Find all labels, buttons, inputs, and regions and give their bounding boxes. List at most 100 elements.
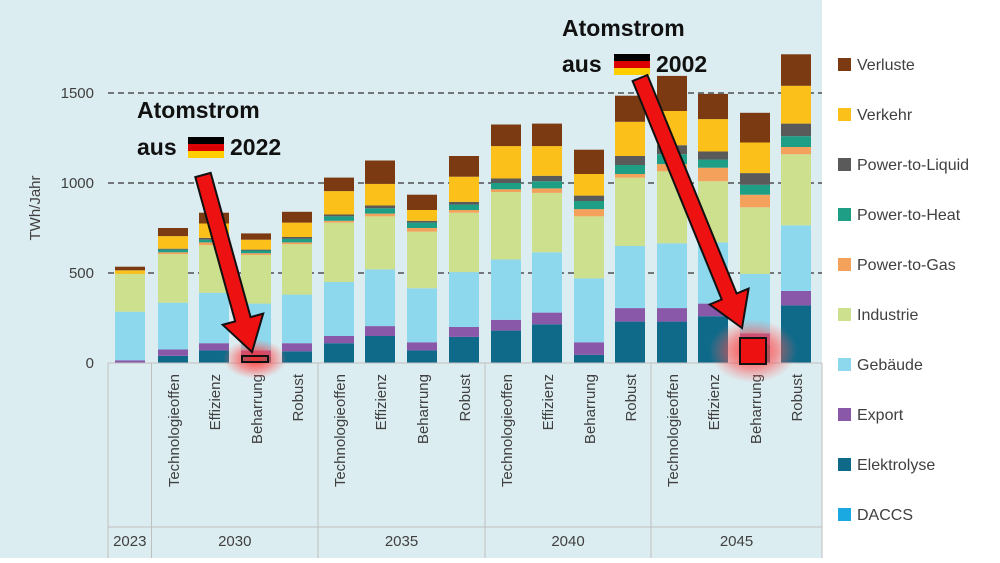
bar-2045-effizienz-verluste bbox=[698, 93, 728, 120]
bar-2035-beharrung-export bbox=[407, 342, 437, 351]
legend-swatch-verluste bbox=[838, 58, 851, 71]
annotation-2022-highlight-box bbox=[241, 355, 269, 363]
bar-2045-effizienz-verkehr bbox=[698, 119, 728, 152]
legend-label-geb-ude: Gebäude bbox=[857, 357, 923, 374]
bar-2035-robust-industrie bbox=[449, 212, 479, 273]
bar-2035-beharrung-elektrolyse bbox=[407, 350, 437, 363]
annotation-2022-line1: Atomstrom bbox=[137, 97, 260, 123]
bar-2030-beharrung-verkehr bbox=[241, 239, 271, 250]
bar-2040-beharrung-elektrolyse bbox=[574, 354, 604, 363]
legend-swatch-power-to-heat bbox=[838, 208, 851, 221]
bar-2045-technologieoffen-verluste bbox=[657, 75, 687, 111]
bar-2035-technologieoffen-verkehr bbox=[324, 191, 354, 215]
year-label-2035: 2035 bbox=[385, 533, 418, 550]
bar-2035-robust-elektrolyse bbox=[449, 336, 479, 363]
bar-2030-beharrung-power-to-liquid bbox=[241, 249, 271, 251]
bar-2040-robust-export bbox=[615, 308, 645, 322]
bar-2030-technologieoffen-elektrolyse bbox=[158, 355, 188, 363]
bar-2030-technologieoffen-verluste bbox=[158, 228, 188, 237]
bar-2035-effizienz-power-to-gas bbox=[365, 213, 395, 217]
bar-2035-robust-export bbox=[449, 327, 479, 337]
bar-2030-technologieoffen-geb-ude bbox=[158, 302, 188, 350]
bar-2040-technologieoffen-elektrolyse bbox=[491, 330, 521, 363]
de-flag-icon bbox=[614, 54, 650, 75]
legend-label-elektrolyse: Elektrolyse bbox=[857, 457, 935, 474]
bar-2030-robust-power-to-gas bbox=[282, 242, 312, 245]
legend-swatch-daccs bbox=[838, 508, 851, 521]
y-tick-label-1500: 1500 bbox=[61, 85, 94, 102]
scenario-label-2030-robust: Robust bbox=[290, 373, 307, 421]
bar-2035-beharrung-power-to-heat bbox=[407, 222, 437, 228]
bar-2040-robust-geb-ude bbox=[615, 246, 645, 309]
y-tick-label-0: 0 bbox=[86, 355, 94, 372]
bar-2030-robust-elektrolyse bbox=[282, 351, 312, 363]
bar-2035-effizienz-elektrolyse bbox=[365, 336, 395, 363]
bar-2045-beharrung-power-to-heat bbox=[740, 184, 770, 195]
bar-2040-beharrung-verkehr bbox=[574, 174, 604, 196]
year-label-2023: 2023 bbox=[113, 533, 146, 550]
bar-2040-beharrung-power-to-liquid bbox=[574, 195, 604, 201]
scenario-label-2030-technologieoffen: Technologieoffen bbox=[166, 374, 183, 487]
bar-2040-technologieoffen-verkehr bbox=[491, 146, 521, 179]
scenario-label-2035-robust: Robust bbox=[457, 373, 474, 421]
bar-2045-effizienz-power-to-liquid bbox=[698, 151, 728, 160]
bar-2035-effizienz-geb-ude bbox=[365, 269, 395, 327]
bar-2045-beharrung-power-to-liquid bbox=[740, 173, 770, 185]
bar-2045-robust-verkehr bbox=[781, 85, 811, 124]
legend-label-industrie: Industrie bbox=[857, 307, 918, 324]
bar-2040-beharrung-power-to-heat bbox=[574, 201, 604, 210]
bar-2040-robust-power-to-heat bbox=[615, 165, 645, 174]
bar-2040-effizienz-geb-ude bbox=[532, 252, 562, 313]
bar-2045-robust-geb-ude bbox=[781, 225, 811, 291]
bar-2040-technologieoffen-power-to-heat bbox=[491, 183, 521, 190]
bar-2035-beharrung-verluste bbox=[407, 194, 437, 210]
annotation-2002-line1: Atomstrom bbox=[562, 15, 685, 41]
bar-2035-technologieoffen-power-to-heat bbox=[324, 216, 354, 221]
bar-2035-technologieoffen-power-to-liquid bbox=[324, 214, 354, 217]
scenario-label-2045-technologieoffen: Technologieoffen bbox=[665, 374, 682, 487]
bar-2045-robust-power-to-gas bbox=[781, 147, 811, 155]
bar-2030-beharrung-power-to-heat bbox=[241, 250, 271, 254]
bar-2045-robust-verluste bbox=[781, 54, 811, 86]
y-tick-label-500: 500 bbox=[69, 265, 94, 282]
bar-2035-technologieoffen-geb-ude bbox=[324, 282, 354, 336]
bar-2023-export bbox=[115, 360, 145, 363]
bar-2040-effizienz-verluste bbox=[532, 123, 562, 147]
bar-2045-robust-export bbox=[781, 291, 811, 306]
bar-2030-robust-export bbox=[282, 343, 312, 352]
bar-2035-effizienz-power-to-heat bbox=[365, 208, 395, 214]
legend-swatch-verkehr bbox=[838, 108, 851, 121]
bar-2035-robust-geb-ude bbox=[449, 272, 479, 327]
legend-label-export: Export bbox=[857, 407, 904, 424]
bar-2030-robust-power-to-heat bbox=[282, 238, 312, 243]
bar-2035-beharrung-industrie bbox=[407, 231, 437, 289]
bar-2030-technologieoffen-power-to-liquid bbox=[158, 248, 188, 250]
bar-2030-effizienz-elektrolyse bbox=[199, 350, 229, 363]
bar-2035-technologieoffen-power-to-gas bbox=[324, 220, 354, 223]
bar-2040-technologieoffen-industrie bbox=[491, 192, 521, 260]
bar-2040-robust-industrie bbox=[615, 177, 645, 246]
legend-swatch-industrie bbox=[838, 308, 851, 321]
scenario-label-2035-beharrung: Beharrung bbox=[415, 374, 432, 444]
bar-2030-technologieoffen-verkehr bbox=[158, 236, 188, 249]
bar-2040-technologieoffen-geb-ude bbox=[491, 259, 521, 320]
bar-2035-robust-power-to-gas bbox=[449, 210, 479, 213]
bar-2045-effizienz-power-to-heat bbox=[698, 159, 728, 168]
bar-2045-technologieoffen-export bbox=[657, 308, 687, 322]
bar-2040-beharrung-industrie bbox=[574, 216, 604, 279]
bar-2040-beharrung-verluste bbox=[574, 149, 604, 174]
bar-2030-robust-geb-ude bbox=[282, 294, 312, 344]
bar-2030-robust-verluste bbox=[282, 211, 312, 223]
bar-2030-technologieoffen-power-to-heat bbox=[158, 249, 188, 253]
bar-2040-beharrung-power-to-gas bbox=[574, 209, 604, 217]
legend-swatch-power-to-liquid bbox=[838, 158, 851, 171]
bar-2040-effizienz-power-to-liquid bbox=[532, 175, 562, 182]
bar-2040-effizienz-power-to-heat bbox=[532, 181, 562, 189]
bar-2023-industrie bbox=[115, 273, 145, 312]
legend-label-verluste: Verluste bbox=[857, 57, 915, 74]
legend-swatch-export bbox=[838, 408, 851, 421]
bar-2023-verluste bbox=[115, 266, 145, 271]
bar-2040-technologieoffen-power-to-liquid bbox=[491, 178, 521, 183]
bar-2035-robust-power-to-heat bbox=[449, 204, 479, 210]
